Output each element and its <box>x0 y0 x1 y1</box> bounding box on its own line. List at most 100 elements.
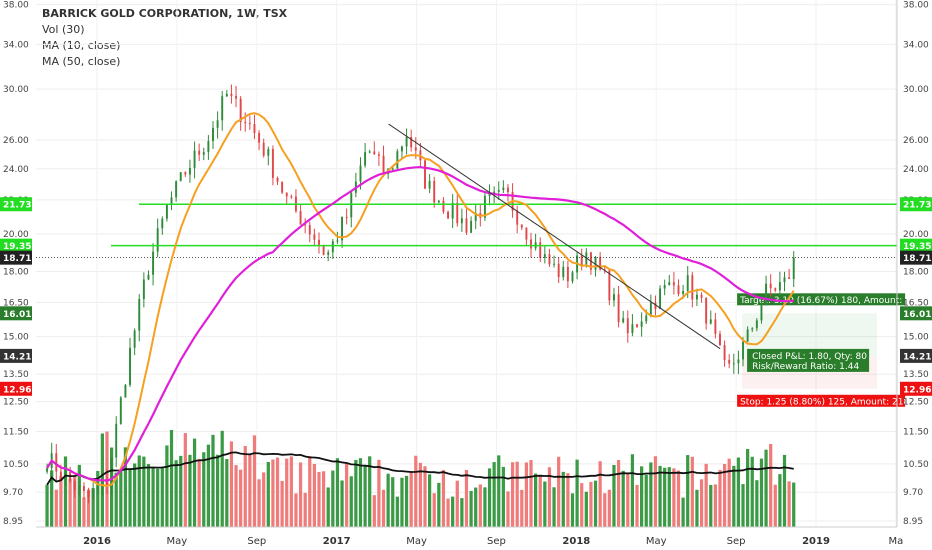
candle-body <box>262 142 265 156</box>
candle-body <box>530 239 532 249</box>
volume-bar <box>543 481 547 527</box>
volume-bar <box>340 480 344 527</box>
y-tick-label-left: 18.00 <box>3 267 29 277</box>
candle-body <box>318 239 320 246</box>
y-tick-label-right: 13.50 <box>903 370 929 380</box>
candle-body <box>732 363 735 365</box>
candle-body <box>700 294 703 298</box>
y-tick-label-right: 16.50 <box>903 299 929 309</box>
volume-bar <box>229 441 234 527</box>
candle-body <box>755 320 758 329</box>
volume-bar <box>400 477 404 527</box>
candle-body <box>539 242 542 258</box>
candle-body <box>322 245 325 255</box>
position-tool[interactable]: Target: 3.10 (16.67%) 180, Amount: 22 Clo… <box>737 293 917 407</box>
volume-bar <box>59 476 63 527</box>
price-label: 19.35 <box>903 242 931 252</box>
candle-body <box>483 195 486 218</box>
y-tick-label-right: 20.00 <box>903 230 929 240</box>
candle-body <box>769 283 772 289</box>
candle-body <box>276 177 279 182</box>
volume-bar <box>699 479 704 527</box>
volume-bar <box>437 482 441 527</box>
candle-body <box>571 272 574 282</box>
candle-body <box>165 204 168 219</box>
y-tick-label-right: 9.70 <box>903 488 923 498</box>
candle-body <box>562 266 565 278</box>
volume-bar <box>423 466 427 527</box>
volume-bar <box>792 482 796 527</box>
stop-label: Stop: 1.25 (8.80%) 125, Amount: 2186 <box>740 397 915 407</box>
candle-body <box>202 152 205 155</box>
volume-bar <box>77 464 81 527</box>
volume-bar <box>271 459 275 527</box>
price-label: 18.71 <box>3 254 31 264</box>
price-label: 16.01 <box>903 310 931 320</box>
price-label-bg <box>900 348 932 363</box>
volume-bar <box>211 434 215 527</box>
indicator-lines <box>36 112 897 488</box>
volume-bar <box>192 438 197 527</box>
candle-body <box>686 275 689 291</box>
price-label-bg <box>0 306 32 321</box>
candle-body <box>147 274 150 280</box>
volume-bar <box>561 471 565 527</box>
volume-bar <box>718 469 722 527</box>
volume-bar <box>432 493 436 527</box>
volume-bar <box>616 459 621 527</box>
volume-bar <box>68 478 72 527</box>
candle-body <box>617 294 620 323</box>
candle-body <box>663 285 666 289</box>
candle-body <box>59 471 62 479</box>
candle-body <box>46 468 49 472</box>
candle-body <box>391 168 394 170</box>
volume-bar <box>45 484 49 527</box>
x-tick-label: 2016 <box>83 536 111 547</box>
volume-bar <box>428 474 432 527</box>
candle-body <box>778 282 781 291</box>
volume-bar <box>372 495 376 527</box>
volume-bar <box>156 468 160 527</box>
volume-bar <box>354 460 358 527</box>
price-label: 21.73 <box>903 201 931 211</box>
candle-body <box>285 192 288 197</box>
candle-body <box>746 329 749 342</box>
volume-bar <box>409 471 413 527</box>
candle-body <box>129 347 131 385</box>
legend-volume: Vol (30) <box>42 23 85 36</box>
volume-bar <box>566 473 570 527</box>
volume-bar <box>510 462 515 527</box>
price-labels: 21.73 21.73 19.35 19.35 18.71 18.71 16.01 16.01… <box>0 197 932 396</box>
volume-bar <box>787 481 791 527</box>
price-label-bg <box>900 250 932 265</box>
price-label-bg <box>0 197 32 212</box>
candle-body <box>594 256 597 270</box>
candle-body <box>520 224 523 228</box>
candle-body <box>106 478 108 487</box>
volume-bar <box>395 496 399 527</box>
candle-body <box>193 150 196 168</box>
candle-body <box>691 275 694 300</box>
volume-bar <box>225 459 229 527</box>
candle-body <box>613 294 615 301</box>
volume-bar <box>487 468 492 527</box>
volume-bar <box>377 459 381 527</box>
candle-body <box>212 127 214 142</box>
volume-bar <box>349 476 353 527</box>
volume-bar <box>262 472 266 527</box>
price-label: 16.01 <box>3 310 31 320</box>
volume-bar <box>764 449 768 527</box>
price-label-bg <box>900 381 932 396</box>
y-tick-label-left: 24.00 <box>3 165 29 175</box>
volume-bar <box>538 474 542 527</box>
x-tick-label: 2019 <box>802 536 830 547</box>
y-tick-label-right: 15.00 <box>903 333 929 343</box>
candle-body <box>765 283 768 306</box>
y-tick-label-right: 26.00 <box>903 136 929 146</box>
candle-body <box>207 141 210 153</box>
volume-bar <box>759 458 764 527</box>
candle-body <box>428 180 431 189</box>
candle-body <box>350 192 353 218</box>
volume-bar <box>460 498 464 527</box>
